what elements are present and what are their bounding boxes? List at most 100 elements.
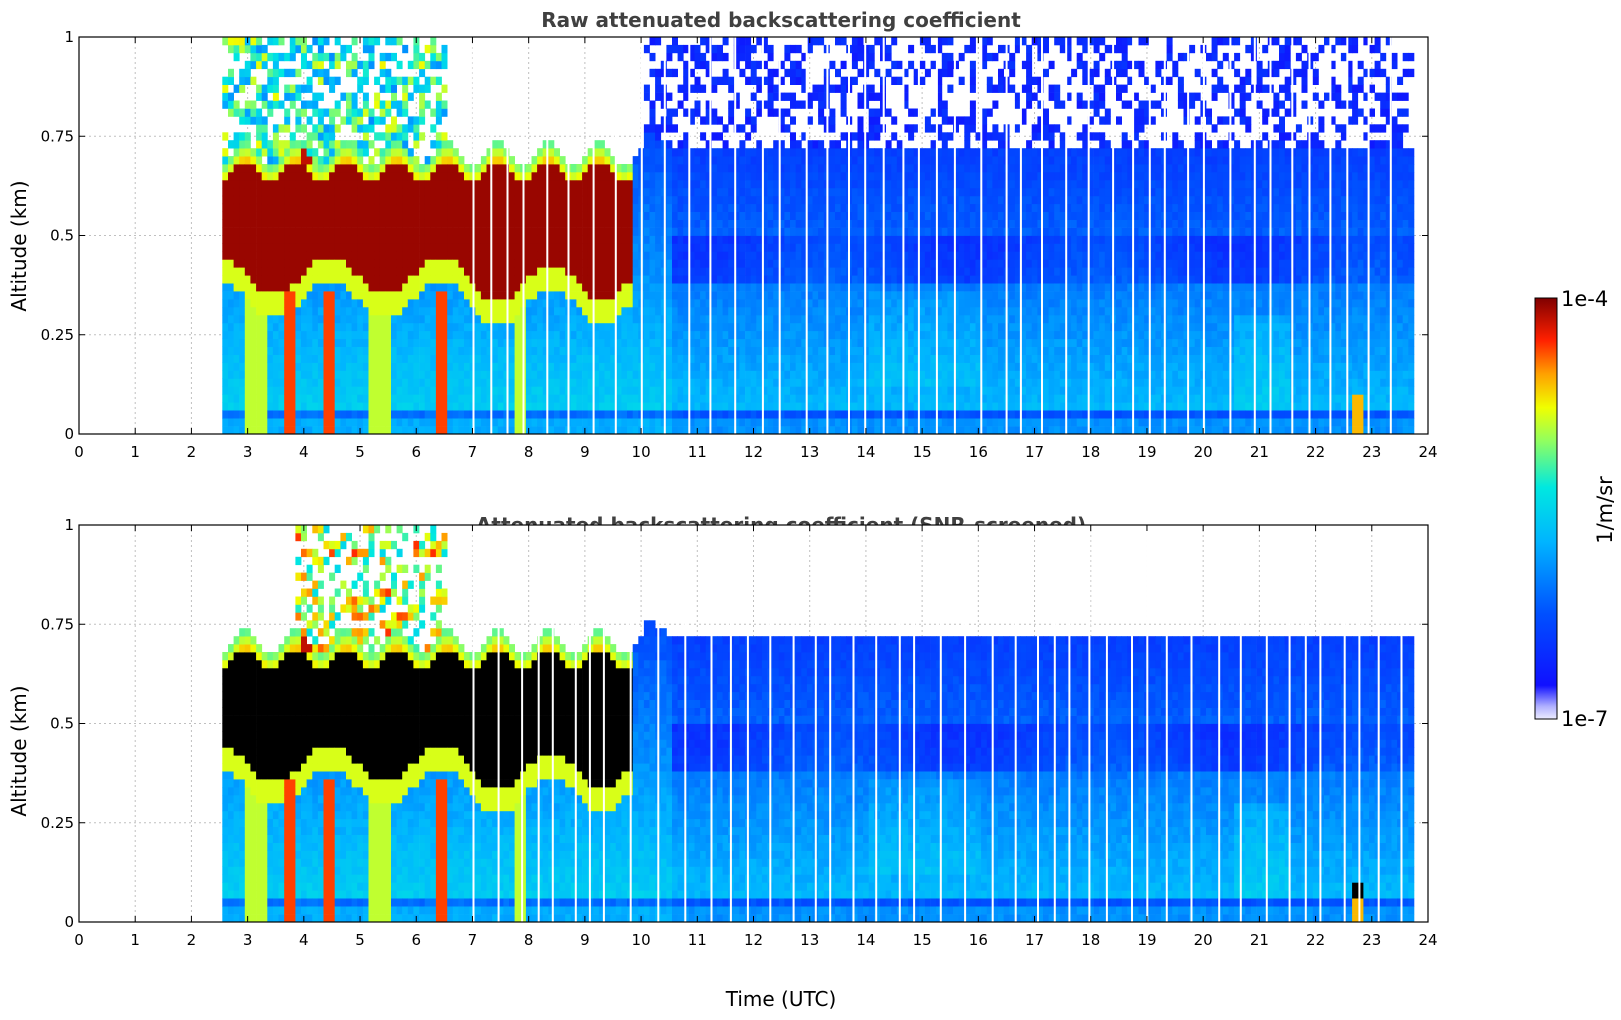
- heatmap-cell: [464, 386, 470, 395]
- heatmap-cell: [244, 156, 251, 165]
- heatmap-cell: [340, 386, 347, 395]
- heatmap-cell: [840, 283, 847, 292]
- heatmap-cell: [267, 338, 274, 347]
- heatmap-cell: [621, 307, 628, 316]
- heatmap-cell: [778, 283, 785, 292]
- heatmap-cell: [610, 283, 617, 292]
- heatmap-cell: [317, 267, 324, 276]
- heatmap-cell: [885, 44, 892, 54]
- heatmap-cell: [239, 410, 246, 419]
- heatmap-cell: [244, 378, 251, 387]
- heatmap-cell: [312, 283, 319, 292]
- heatmap-cell: [430, 259, 437, 268]
- heatmap-cell: [688, 291, 695, 300]
- heatmap-cell: [250, 299, 257, 308]
- heatmap-cell: [385, 362, 392, 371]
- heatmap-cell: [896, 60, 903, 70]
- heatmap-cell: [289, 84, 296, 93]
- heatmap-cell: [351, 426, 358, 435]
- heatmap-cell: [728, 195, 735, 205]
- heatmap-cell: [346, 330, 352, 340]
- heatmap-cell: [851, 330, 858, 340]
- heatmap-cell: [256, 92, 263, 101]
- heatmap-cell: [677, 227, 684, 236]
- heatmap-cell: [761, 259, 768, 268]
- heatmap-cell: [717, 378, 723, 387]
- heatmap-cell: [250, 418, 257, 427]
- heatmap-cell: [733, 275, 740, 284]
- heatmap-cell: [362, 370, 369, 379]
- heatmap-cell: [829, 330, 836, 340]
- heatmap-cell: [857, 140, 864, 149]
- heatmap-cell: [790, 267, 796, 276]
- heatmap-cell: [244, 338, 251, 347]
- heatmap-cell: [705, 227, 712, 236]
- heatmap-cell: [458, 307, 465, 316]
- heatmap-cell: [891, 299, 898, 308]
- heatmap-cell: [385, 378, 392, 387]
- heatmap-cell: [604, 195, 611, 205]
- heatmap-cell: [582, 291, 589, 300]
- heatmap-cell: [649, 251, 656, 260]
- heatmap-cell: [424, 44, 431, 54]
- heatmap-cell: [812, 283, 819, 292]
- heatmap-cell: [228, 76, 234, 85]
- heatmap-cell: [739, 267, 746, 276]
- heatmap-cell: [722, 307, 729, 316]
- heatmap-cell: [570, 299, 577, 308]
- heatmap-cell: [329, 251, 336, 260]
- heatmap-cell: [851, 418, 858, 427]
- heatmap-cell: [284, 394, 291, 403]
- heatmap-cell: [289, 386, 296, 395]
- heatmap-cell: [441, 299, 448, 308]
- heatmap-cell: [801, 211, 808, 220]
- heatmap-cell: [885, 203, 892, 212]
- heatmap-cell: [722, 124, 729, 133]
- heatmap-cell: [239, 346, 246, 355]
- heatmap-cell: [537, 378, 544, 387]
- heatmap-cell: [666, 267, 673, 276]
- heatmap-cell: [441, 426, 448, 435]
- heatmap-cell: [402, 172, 409, 181]
- heatmap-cell: [728, 283, 735, 292]
- heatmap-cell: [767, 92, 774, 101]
- heatmap-cell: [700, 314, 707, 324]
- heatmap-cell: [750, 402, 757, 411]
- heatmap-cell: [329, 330, 336, 340]
- heatmap-cell: [745, 307, 752, 316]
- heatmap-cell: [441, 179, 448, 189]
- heatmap-cell: [267, 37, 274, 46]
- heatmap-cell: [666, 283, 673, 292]
- heatmap-cell: [357, 148, 364, 157]
- heatmap-cell: [683, 132, 690, 141]
- heatmap-cell: [413, 251, 420, 260]
- heatmap-cell: [795, 378, 802, 387]
- heatmap-cell: [615, 307, 622, 316]
- heatmap-cell: [256, 195, 263, 205]
- heatmap-cell: [643, 235, 650, 244]
- heatmap-cell: [604, 291, 611, 300]
- heatmap-cell: [677, 140, 684, 149]
- heatmap-cell: [396, 346, 403, 355]
- heatmap-cell: [480, 362, 487, 371]
- panel-title: Raw attenuated backscattering coefficien…: [541, 8, 1021, 32]
- heatmap-cell: [435, 132, 442, 141]
- heatmap-cell: [598, 354, 605, 363]
- heatmap-cell: [239, 195, 246, 205]
- heatmap-cell: [351, 211, 358, 220]
- heatmap-cell: [391, 394, 397, 403]
- heatmap-cell: [570, 179, 577, 189]
- heatmap-cell: [368, 370, 375, 379]
- heatmap-cell: [711, 307, 718, 316]
- heatmap-cell: [228, 92, 234, 101]
- heatmap-cell: [739, 410, 746, 419]
- heatmap-cell: [840, 195, 847, 205]
- heatmap-cell: [492, 307, 499, 316]
- heatmap-cell: [705, 314, 712, 324]
- heatmap-cell: [458, 259, 465, 268]
- heatmap-cell: [874, 346, 881, 355]
- heatmap-cell: [683, 291, 690, 300]
- heatmap-cell: [643, 259, 650, 268]
- heatmap-cell: [447, 275, 454, 284]
- heatmap-cell: [745, 195, 752, 205]
